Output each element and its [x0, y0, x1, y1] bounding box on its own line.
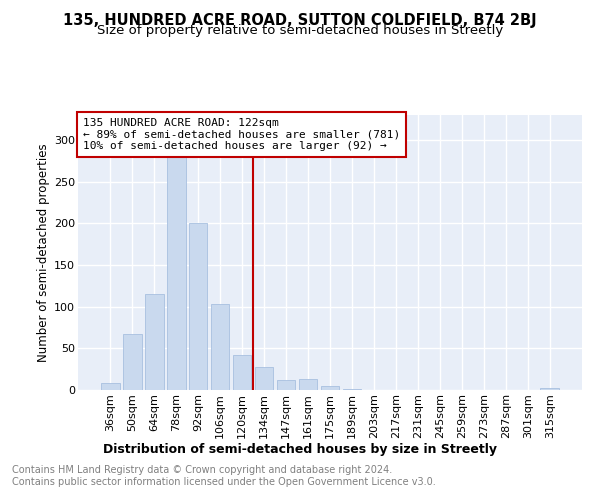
Bar	[189, 224, 208, 390]
Y-axis label: Number of semi-detached properties: Number of semi-detached properties	[37, 143, 50, 362]
Text: Size of property relative to semi-detached houses in Streetly: Size of property relative to semi-detach…	[97, 24, 503, 37]
Bar	[299, 379, 317, 390]
Bar	[211, 304, 229, 390]
Text: 135 HUNDRED ACRE ROAD: 122sqm
← 89% of semi-detached houses are smaller (781)
10: 135 HUNDRED ACRE ROAD: 122sqm ← 89% of s…	[83, 118, 400, 151]
Bar	[320, 386, 340, 390]
Bar	[277, 380, 295, 390]
Bar	[123, 334, 142, 390]
Text: 135, HUNDRED ACRE ROAD, SUTTON COLDFIELD, B74 2BJ: 135, HUNDRED ACRE ROAD, SUTTON COLDFIELD…	[63, 12, 537, 28]
Bar	[101, 384, 119, 390]
Bar	[541, 388, 559, 390]
Text: Contains HM Land Registry data © Crown copyright and database right 2024.
Contai: Contains HM Land Registry data © Crown c…	[12, 465, 436, 486]
Text: Distribution of semi-detached houses by size in Streetly: Distribution of semi-detached houses by …	[103, 442, 497, 456]
Bar	[233, 355, 251, 390]
Bar	[145, 294, 164, 390]
Bar	[167, 148, 185, 390]
Bar	[343, 389, 361, 390]
Bar	[255, 366, 274, 390]
